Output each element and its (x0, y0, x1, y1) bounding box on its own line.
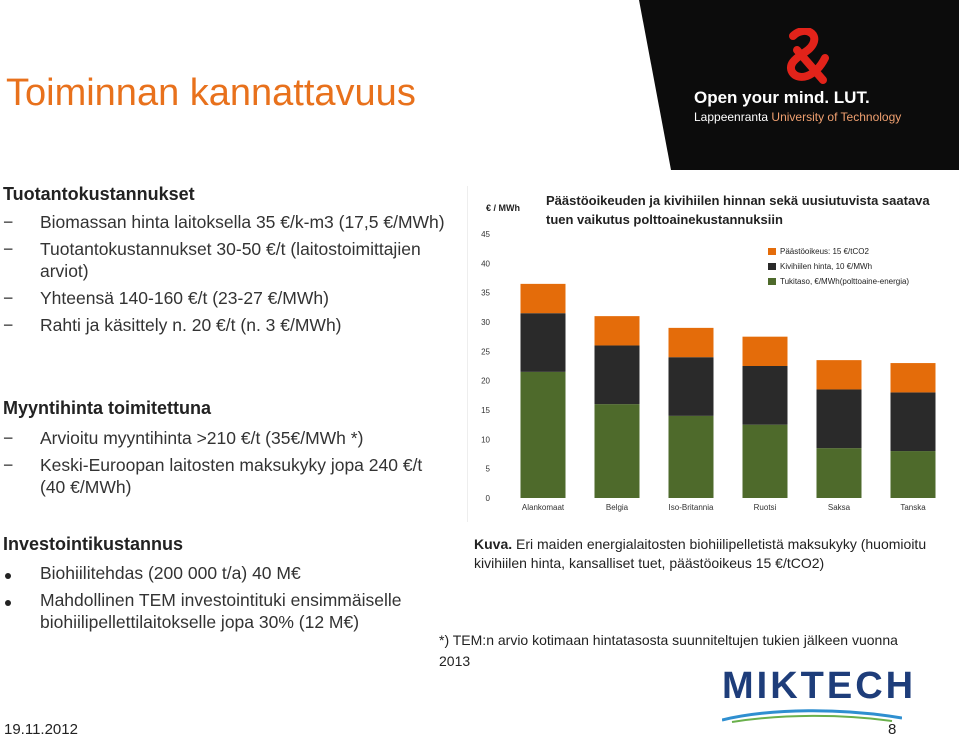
legend-swatch (768, 248, 776, 255)
list-item-text: Biohiilitehdas (200 000 t/a) 40 M€ (40, 563, 301, 583)
y-tick-label: 0 (486, 494, 491, 503)
lut-logo: Open your mind. LUT. Lappeenranta Univer… (639, 0, 959, 170)
dash-bullet-icon: − (3, 239, 14, 259)
logo-university-name: University of Technology (771, 110, 902, 124)
chart-title-line-1: Päästöoikeuden ja kivihiilen hinnan sekä… (546, 193, 930, 208)
bar-segment (520, 283, 566, 314)
list-item: − Biomassan hinta laitoksella 35 €/k-m3 (… (3, 211, 458, 233)
list-item: − Rahti ja käsittely n. 20 €/t (n. 3 €/MW… (3, 314, 458, 336)
list-item-text: Rahti ja käsittely n. 20 €/t (n. 3 €/MWh… (40, 315, 342, 335)
dash-bullet-icon: − (3, 428, 14, 448)
stacked-bar-chart: Päästöoikeuden ja kivihiilen hinnan sekä… (481, 193, 936, 512)
section-heading-investment: Investointikustannus (3, 534, 184, 554)
list-item-text: Mahdollinen TEM investointituki ensimmäi… (40, 590, 402, 632)
list-item: − Yhteensä 140-160 €/t (23-27 €/MWh) (3, 287, 458, 309)
logo-university: Lappeenranta University of Technology (694, 110, 901, 124)
list-item: − Tuotantokustannukset 30-50 €/t (laitost… (3, 238, 458, 282)
chart-caption: Kuva. Eri maiden energialaitosten biohii… (474, 535, 954, 573)
legend-label: Päästöoikeus: 15 €/tCO2 (780, 247, 869, 256)
investment-list: Biohiilitehdas (200 000 t/a) 40 M€ Mahdo… (3, 562, 443, 638)
bar-segment (668, 415, 714, 498)
dot-bullet-icon (5, 562, 11, 584)
dash-bullet-icon: − (3, 288, 14, 308)
caption-label: Kuva. (474, 536, 513, 552)
chart-title-line-2: tuen vaikutus polttoainekustannuksiin (546, 212, 783, 227)
y-tick-label: 10 (481, 435, 490, 444)
y-tick-label: 5 (486, 465, 491, 474)
bar-segment (742, 424, 788, 498)
bar-segment (816, 360, 862, 390)
miktech-logo: MIKTECH (722, 665, 917, 707)
y-tick-label: 15 (481, 406, 490, 415)
list-item-text: Keski-Euroopan laitosten maksukyky jopa … (40, 455, 423, 497)
legend-label: Kivihiilen hinta, 10 €/MWh (780, 262, 872, 271)
ampersand-logo-icon (787, 28, 829, 84)
bar-segment (520, 371, 566, 498)
x-tick-label: Alankomaat (522, 503, 565, 512)
y-axis-label: € / MWh (486, 203, 520, 213)
list-item-text: Yhteensä 140-160 €/t (23-27 €/MWh) (40, 288, 329, 308)
list-item: − Arvioitu myyntihinta >210 €/t (35€/MWh … (3, 427, 443, 449)
section-heading-production: Tuotantokustannukset (3, 184, 195, 204)
logo-slogan: Open your mind. LUT. (694, 88, 870, 107)
bar-segment (594, 404, 640, 498)
list-item-text: Tuotantokustannukset 30-50 €/t (laitosto… (40, 239, 421, 281)
list-item: Mahdollinen TEM investointituki ensimmäi… (3, 589, 443, 633)
x-tick-label: Saksa (828, 503, 851, 512)
dash-bullet-icon: − (3, 315, 14, 335)
bar-segment (594, 316, 640, 346)
bar-segment (668, 327, 714, 358)
bar-segment (890, 451, 936, 498)
page-number: 8 (888, 721, 897, 738)
bar-segment (520, 313, 566, 372)
y-tick-label: 35 (481, 289, 490, 298)
list-item-text: Arvioitu myyntihinta >210 €/t (35€/MWh *… (40, 428, 364, 448)
slide-title: Toiminnan kannattavuus (6, 72, 416, 114)
y-tick-label: 30 (481, 318, 490, 327)
sales-list: − Arvioitu myyntihinta >210 €/t (35€/MWh … (3, 427, 443, 503)
y-tick-label: 45 (481, 230, 490, 239)
bar-segment (816, 389, 862, 449)
footnote: *) TEM:n arvio kotimaan hintatasosta suu… (439, 632, 898, 669)
y-tick-label: 20 (481, 377, 490, 386)
x-tick-label: Ruotsi (754, 503, 777, 512)
legend-swatch (768, 278, 776, 285)
footer-date: 19.11.2012 (4, 721, 78, 738)
logo-city: Lappeenranta (694, 110, 772, 124)
legend-label: Tukitaso, €/MWh(polttoaine-energia) (780, 277, 909, 286)
y-tick-label: 25 (481, 347, 490, 356)
section-heading-sales: Myyntihinta toimitettuna (3, 398, 211, 418)
x-tick-label: Belgia (606, 503, 629, 512)
x-tick-label: Iso-Britannia (669, 503, 714, 512)
list-item: − Keski-Euroopan laitosten maksukyky jopa… (3, 454, 443, 498)
list-item: Biohiilitehdas (200 000 t/a) 40 M€ (3, 562, 443, 584)
caption-text: Eri maiden energialaitosten biohiilipell… (474, 536, 927, 571)
y-tick-label: 40 (481, 259, 490, 268)
bar-segment (742, 366, 788, 425)
bar-segment (890, 363, 936, 393)
bar-segment (594, 345, 640, 405)
bar-segment (890, 392, 936, 452)
bar-segment (816, 448, 862, 498)
legend-swatch (768, 263, 776, 270)
chart-panel: Päästöoikeuden ja kivihiilen hinnan sekä… (467, 186, 959, 522)
list-item-text: Biomassan hinta laitoksella 35 €/k-m3 (1… (40, 212, 445, 232)
dash-bullet-icon: − (3, 455, 14, 475)
bar-segment (742, 336, 788, 366)
miktech-swoosh-icon (722, 709, 902, 723)
production-list: − Biomassan hinta laitoksella 35 €/k-m3 (… (3, 211, 458, 341)
bar-segment (668, 357, 714, 416)
dot-bullet-icon (5, 589, 11, 611)
x-tick-label: Tanska (900, 503, 926, 512)
dash-bullet-icon: − (3, 212, 14, 232)
